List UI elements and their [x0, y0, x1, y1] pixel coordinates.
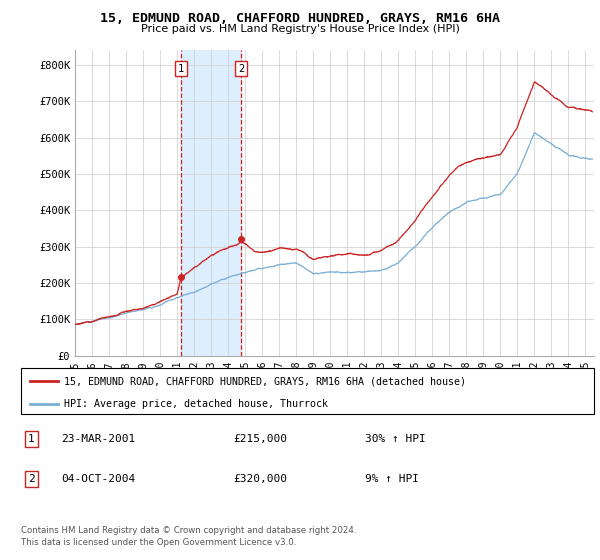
- Text: 23-MAR-2001: 23-MAR-2001: [61, 434, 136, 444]
- Text: 9% ↑ HPI: 9% ↑ HPI: [365, 474, 419, 484]
- Text: £320,000: £320,000: [233, 474, 287, 484]
- Text: 1: 1: [178, 64, 184, 73]
- Text: This data is licensed under the Open Government Licence v3.0.: This data is licensed under the Open Gov…: [21, 538, 296, 547]
- Text: 04-OCT-2004: 04-OCT-2004: [61, 474, 136, 484]
- Text: 1: 1: [28, 434, 35, 444]
- FancyBboxPatch shape: [21, 368, 594, 414]
- Text: Price paid vs. HM Land Registry's House Price Index (HPI): Price paid vs. HM Land Registry's House …: [140, 24, 460, 34]
- Text: 2: 2: [28, 474, 35, 484]
- Text: 15, EDMUND ROAD, CHAFFORD HUNDRED, GRAYS, RM16 6HA (detached house): 15, EDMUND ROAD, CHAFFORD HUNDRED, GRAYS…: [64, 376, 466, 386]
- Text: 30% ↑ HPI: 30% ↑ HPI: [365, 434, 425, 444]
- Text: 15, EDMUND ROAD, CHAFFORD HUNDRED, GRAYS, RM16 6HA: 15, EDMUND ROAD, CHAFFORD HUNDRED, GRAYS…: [100, 12, 500, 25]
- Bar: [181, 50, 241, 356]
- Text: Contains HM Land Registry data © Crown copyright and database right 2024.: Contains HM Land Registry data © Crown c…: [21, 526, 356, 535]
- Text: £215,000: £215,000: [233, 434, 287, 444]
- Text: HPI: Average price, detached house, Thurrock: HPI: Average price, detached house, Thur…: [64, 399, 328, 409]
- Text: 2: 2: [238, 64, 244, 73]
